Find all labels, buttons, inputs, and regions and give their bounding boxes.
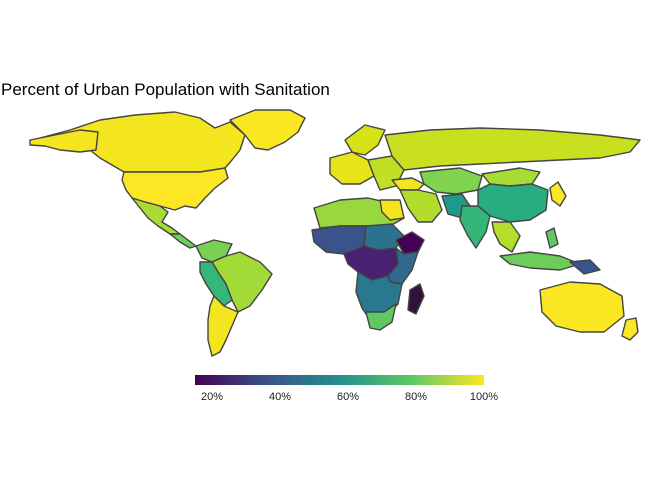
region-russia <box>384 127 641 171</box>
region-greenland <box>229 109 306 151</box>
region-south-africa <box>365 303 397 331</box>
legend-colorbar <box>195 375 484 385</box>
legend-tick-mark <box>279 385 281 388</box>
region-sudan-sahel <box>363 223 405 251</box>
region-new-zealand <box>621 317 639 341</box>
region-scandinavia <box>344 124 386 156</box>
legend-tick-mark <box>415 385 417 388</box>
region-argentina-chile <box>207 295 239 357</box>
legend-tick-label: 60% <box>336 391 360 403</box>
legend-tick-mark <box>483 385 485 388</box>
legend-tick-label: 20% <box>200 391 224 403</box>
region-philippines <box>545 227 559 249</box>
region-central-america <box>169 233 197 249</box>
region-india <box>459 205 491 249</box>
region-japan-korea <box>549 181 567 207</box>
legend-tick-label: 80% <box>404 391 428 403</box>
region-indonesia <box>499 251 581 271</box>
region-peru-bolivia <box>199 261 233 307</box>
region-middle-east <box>399 189 443 223</box>
region-southeast-asia <box>491 221 521 253</box>
region-australia <box>539 281 625 333</box>
region-mongolia <box>481 167 541 187</box>
region-egypt <box>379 199 405 221</box>
region-papua <box>569 259 601 275</box>
region-turkey <box>391 177 425 191</box>
region-alaska <box>29 129 99 153</box>
region-madagascar <box>407 283 425 315</box>
legend-tick-label: 40% <box>268 391 292 403</box>
region-central-asia <box>419 167 483 195</box>
legend-tick-label: 100% <box>469 391 499 403</box>
region-western-europe <box>329 151 375 185</box>
legend-tick-mark <box>211 385 213 388</box>
region-usa <box>121 167 229 211</box>
region-mexico <box>131 197 181 235</box>
map-title: Percent of Urban Population with Sanitat… <box>1 80 330 99</box>
legend-tick-mark <box>347 385 349 388</box>
region-ethiopia <box>395 231 425 255</box>
